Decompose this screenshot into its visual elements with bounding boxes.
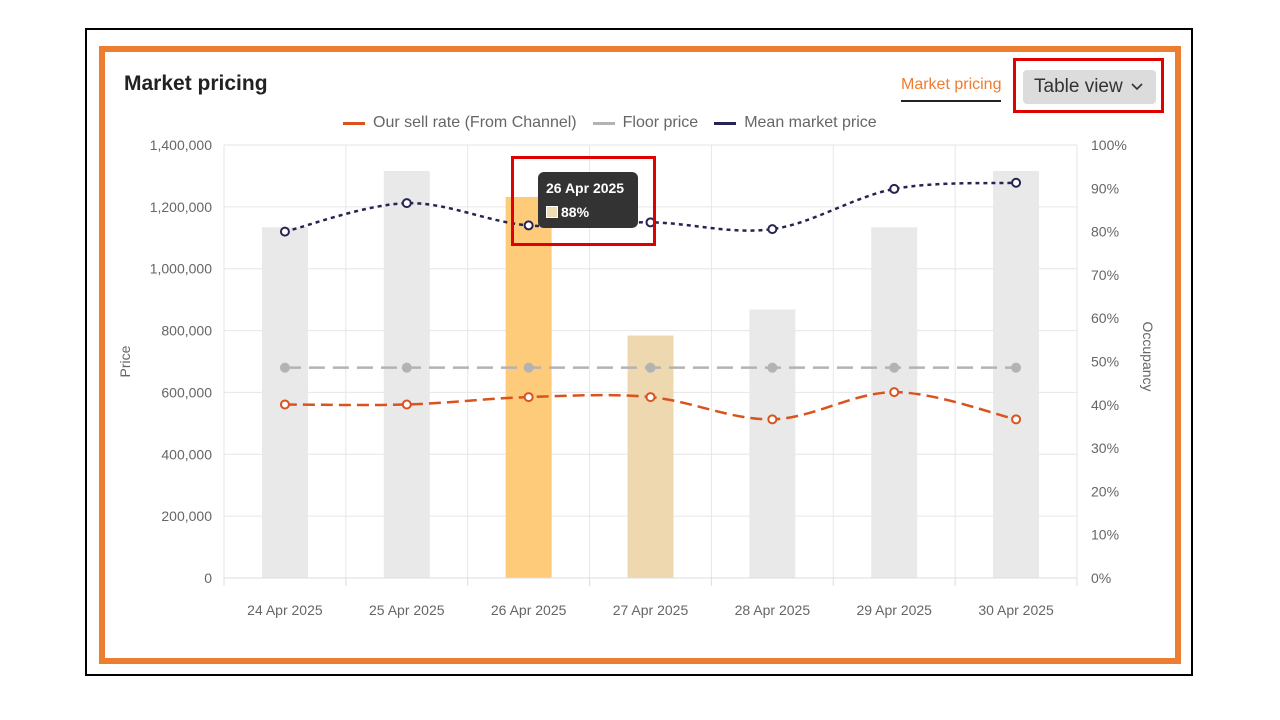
occupancy-bar: [749, 309, 796, 578]
table-view-dropdown[interactable]: Table view: [1023, 70, 1156, 104]
floor-price-point: [401, 362, 412, 373]
chart-legend: Our sell rate (From Channel) Floor price…: [343, 114, 877, 132]
y-tick-label: 0: [204, 570, 212, 586]
mean-market-point: [523, 220, 534, 231]
y-tick-label: 1,200,000: [150, 199, 212, 215]
x-tick-label: 28 Apr 2025: [735, 602, 811, 618]
mean-market-point: [279, 226, 290, 237]
occupancy-bar: [505, 196, 552, 578]
y-right-tick-label: 40%: [1091, 397, 1119, 413]
sell-rate-point: [1011, 414, 1022, 425]
y-tick-label: 800,000: [161, 323, 212, 339]
view-button-label: Table view: [1034, 76, 1123, 97]
mean-market-point: [645, 217, 656, 228]
y-axis-title: Price: [117, 345, 133, 377]
x-tick-label: 26 Apr 2025: [491, 602, 567, 618]
sell-rate-point: [523, 392, 534, 403]
mean-market-point: [401, 198, 412, 209]
legend-item-sell-rate[interactable]: Our sell rate (From Channel): [343, 114, 577, 132]
sell-rate-point: [889, 387, 900, 398]
mean-market-point: [889, 183, 900, 194]
y-right-tick-label: 90%: [1091, 180, 1119, 196]
y-right-tick-label: 100%: [1091, 137, 1127, 153]
legend-item-floor-price[interactable]: Floor price: [592, 114, 699, 132]
occupancy-bar: [993, 170, 1040, 579]
y-right-tick-label: 0%: [1091, 570, 1111, 586]
mean-market-swatch: [714, 121, 737, 125]
legend-label: Our sell rate (From Channel): [373, 114, 577, 131]
floor-price-point: [1011, 362, 1022, 373]
y-right-tick-label: 10%: [1091, 527, 1119, 543]
sell-rate-point: [645, 392, 656, 403]
y-tick-label: 600,000: [161, 384, 212, 400]
y-right-tick-label: 20%: [1091, 483, 1119, 499]
legend-label: Floor price: [622, 114, 699, 131]
y-tick-label: 200,000: [161, 508, 212, 524]
sell-rate-swatch: [343, 121, 365, 125]
card-title: Market pricing: [124, 72, 268, 95]
y-right-tick-label: 50%: [1091, 354, 1119, 370]
y-tick-label: 1,000,000: [150, 261, 212, 277]
sell-rate-point: [767, 414, 778, 425]
y-right-tick-label: 30%: [1091, 440, 1119, 456]
y-tick-label: 400,000: [161, 446, 212, 462]
floor-price-point: [889, 362, 900, 373]
chevron-down-icon: [1130, 82, 1144, 92]
y-right-tick-label: 60%: [1091, 310, 1119, 326]
tooltip-title: 26 Apr 2025: [546, 180, 625, 196]
chart-axes: 0 200,000 400,000 600,000 800,000 1,000,000 1,…: [117, 137, 1156, 618]
tooltip-swatch: [546, 206, 558, 218]
y-right-tick-label: 80%: [1091, 224, 1119, 240]
x-tick-label: 27 Apr 2025: [613, 602, 689, 618]
tooltip-value: 88%: [561, 204, 590, 220]
mean-market-point: [1011, 177, 1022, 188]
sell-rate-point: [401, 399, 412, 410]
occupancy-bar: [627, 335, 674, 578]
x-tick-label: 25 Apr 2025: [369, 602, 445, 618]
floor-price-swatch: [592, 121, 615, 125]
market-pricing-tab[interactable]: Market pricing: [901, 76, 1002, 102]
series-lines: [279, 177, 1022, 425]
chart-tooltip: 26 Apr 2025 88%: [538, 172, 638, 228]
mean-market-point: [767, 224, 778, 235]
occupancy-bars: [261, 170, 1040, 579]
legend-item-mean-market[interactable]: Mean market price: [714, 114, 877, 132]
occupancy-bar: [383, 170, 430, 579]
x-tick-label: 24 Apr 2025: [247, 602, 323, 618]
floor-price-point: [523, 362, 534, 373]
y-tick-label: 1,400,000: [150, 137, 212, 153]
floor-price-point: [279, 362, 290, 373]
x-tick-label: 29 Apr 2025: [856, 602, 932, 618]
x-tick-label: 30 Apr 2025: [978, 602, 1054, 618]
slide-frame: [85, 28, 1193, 676]
y-right-tick-label: 70%: [1091, 267, 1119, 283]
y-right-axis-title: Occupancy: [1140, 321, 1156, 391]
legend-label: Mean market price: [744, 114, 877, 131]
occupancy-bar: [871, 227, 918, 578]
sell-rate-point: [279, 399, 290, 410]
floor-price-point: [645, 362, 656, 373]
floor-price-point: [767, 362, 778, 373]
